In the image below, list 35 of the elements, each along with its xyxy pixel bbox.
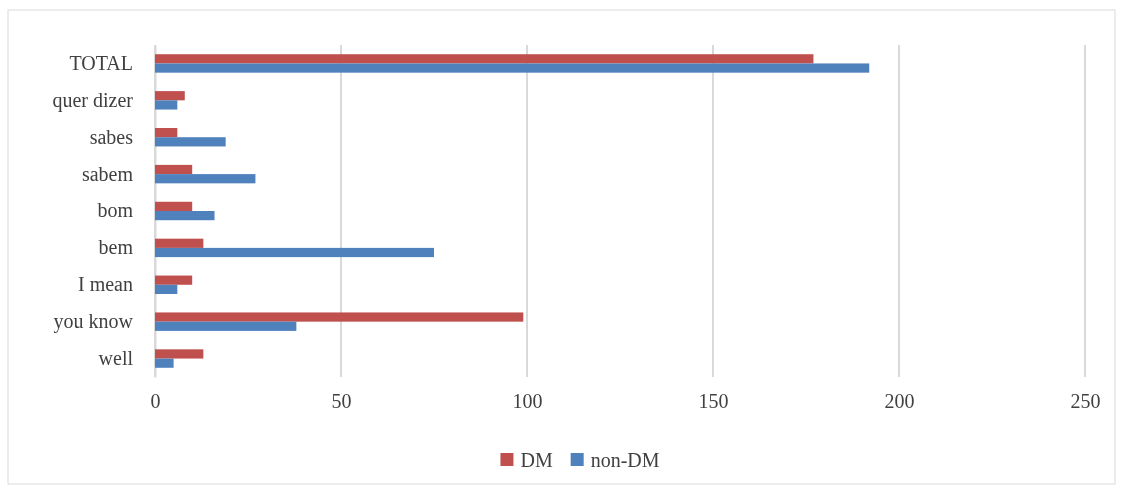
y-tick-label: you know	[53, 310, 134, 334]
x-tick-label: 200	[884, 390, 915, 412]
y-tick-label: sabem	[81, 162, 134, 185]
bar	[155, 349, 204, 359]
bar	[155, 211, 215, 221]
bar	[155, 358, 174, 368]
x-tick-label: 0	[150, 390, 161, 412]
y-tick-label: TOTAL	[69, 51, 133, 74]
y-tick-label: I mean	[78, 273, 133, 296]
x-tick-label: 250	[1070, 390, 1101, 412]
bar	[155, 164, 193, 175]
bar	[155, 201, 193, 211]
bar	[155, 247, 434, 258]
y-tick-label: sabes	[89, 125, 134, 148]
bar	[155, 174, 256, 184]
bar	[155, 128, 178, 138]
legend-label: DM	[520, 449, 553, 471]
bar	[155, 275, 193, 285]
x-tick-label: 100	[512, 390, 543, 412]
bar	[155, 238, 204, 248]
bar	[155, 54, 814, 64]
bar	[155, 91, 185, 101]
bar	[155, 321, 297, 331]
legend-label: non-DM	[590, 449, 660, 471]
y-tick-label: bom	[97, 199, 134, 222]
bar	[155, 63, 870, 73]
y-tick-label: bem	[98, 236, 134, 259]
y-tick-label: well	[98, 346, 134, 369]
y-tick-label: quer dizer	[52, 88, 134, 112]
bar	[155, 100, 178, 110]
bar	[155, 312, 524, 322]
bar	[155, 137, 226, 147]
x-tick-label: 150	[698, 390, 729, 412]
bar	[155, 284, 178, 294]
x-tick-label: 50	[331, 390, 352, 412]
